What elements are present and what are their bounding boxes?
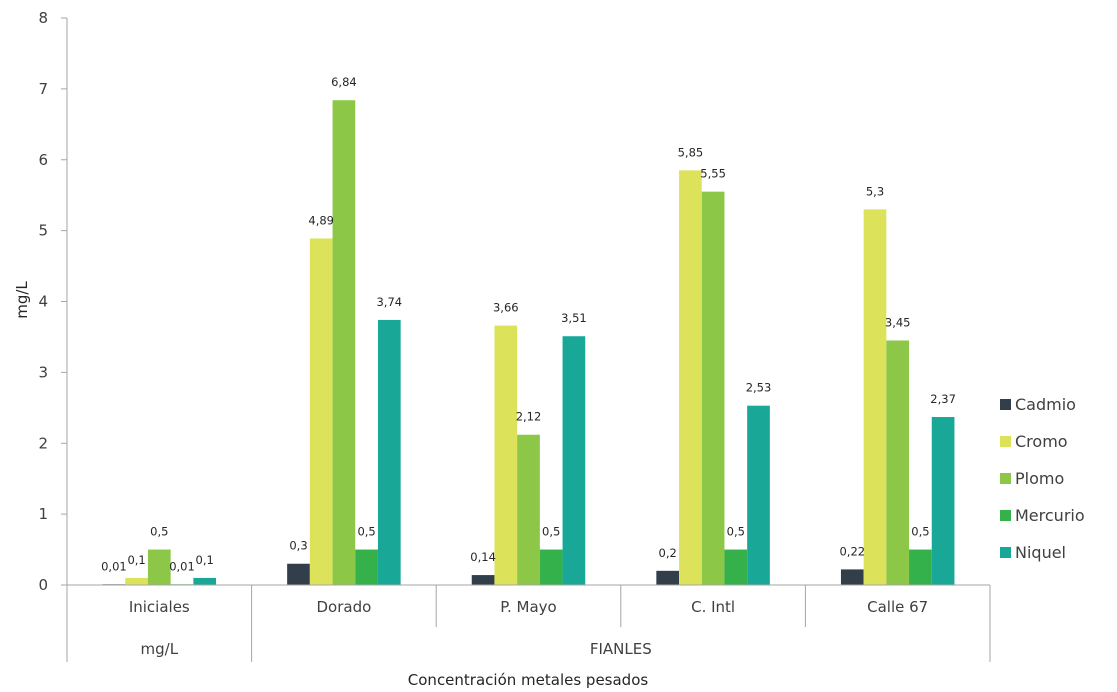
y-tick-label: 4 xyxy=(38,293,48,311)
x-group-label: FIANLES xyxy=(590,640,652,658)
x-tick-label: C. Intl xyxy=(691,598,735,616)
legend-swatch-cromo xyxy=(1000,436,1011,447)
bar-niquel xyxy=(193,577,217,585)
x-axis-title: Concentración metales pesados xyxy=(408,671,649,689)
data-label-cromo: 3,66 xyxy=(493,301,519,315)
bar-niquel xyxy=(747,405,770,585)
data-label-cromo: 0,1 xyxy=(127,553,145,567)
bar-niquel xyxy=(562,336,586,585)
data-label-plomo: 0,5 xyxy=(150,525,168,539)
bar-plomo xyxy=(886,340,910,585)
y-tick-label: 8 xyxy=(38,9,48,27)
x-tick-label: P. Mayo xyxy=(500,598,556,616)
data-label-cromo: 4,89 xyxy=(308,213,334,227)
data-label-mercurio: 0,5 xyxy=(727,525,745,539)
bar-plomo xyxy=(701,191,725,586)
data-label-mercurio: 0,5 xyxy=(911,525,929,539)
bar-plomo xyxy=(332,100,356,585)
y-tick-label: 7 xyxy=(38,80,48,98)
x-tick-label: Dorado xyxy=(317,598,372,616)
legend-swatch-niquel xyxy=(1000,547,1011,558)
legend-swatch-plomo xyxy=(1000,473,1011,484)
data-label-cadmio: 0,22 xyxy=(839,544,865,558)
y-tick-label: 3 xyxy=(38,363,48,381)
bar-plomo xyxy=(517,434,540,585)
bar-niquel xyxy=(377,319,401,585)
x-tick-label: Iniciales xyxy=(129,598,190,616)
data-label-cadmio: 0,14 xyxy=(470,550,496,564)
bar-cadmio xyxy=(840,569,864,585)
y-axis: 0 1 2 3 4 5 6 7 8 xyxy=(38,9,68,594)
data-label-plomo: 5,55 xyxy=(700,167,726,181)
bar-cadmio xyxy=(471,575,495,585)
data-label-niquel: 0,1 xyxy=(196,553,214,567)
bar-cromo xyxy=(125,577,148,585)
data-labels-layer: 0,01 0,10,50,01 0,10,34,896,840,53,740,143… xyxy=(101,75,956,573)
legend-swatch-cadmio xyxy=(1000,399,1011,410)
y-tick-label: 5 xyxy=(38,222,48,240)
legend-label-cromo: Cromo xyxy=(1015,432,1068,451)
bars-layer xyxy=(102,100,955,586)
bar-cromo xyxy=(679,170,702,585)
data-label-cadmio: 0,01 xyxy=(101,559,127,573)
data-label-niquel: 2,53 xyxy=(746,381,772,395)
legend: Cadmio Cromo Plomo Mercurio Niquel xyxy=(1000,395,1085,562)
data-label-plomo: 2,12 xyxy=(516,410,542,424)
legend-swatch-mercurio xyxy=(1000,510,1011,521)
bar-mercurio xyxy=(539,549,563,585)
bar-mercurio xyxy=(355,549,378,585)
data-label-plomo: 6,84 xyxy=(331,75,357,89)
bar-mercurio xyxy=(724,549,748,585)
y-tick-label: 6 xyxy=(38,151,48,169)
bar-cadmio xyxy=(656,570,680,585)
legend-label-cadmio: Cadmio xyxy=(1015,395,1076,414)
data-label-mercurio: 0,5 xyxy=(357,525,375,539)
data-label-mercurio: 0,01 xyxy=(169,559,195,573)
data-label-cromo: 5,85 xyxy=(678,145,704,159)
data-label-niquel: 2,37 xyxy=(930,392,956,406)
bar-mercurio xyxy=(909,549,932,585)
data-label-cromo: 5,3 xyxy=(866,184,884,198)
bar-niquel xyxy=(931,417,955,585)
data-label-niquel: 3,74 xyxy=(376,295,402,309)
bar-plomo xyxy=(147,549,171,585)
legend-label-plomo: Plomo xyxy=(1015,469,1064,488)
x-group-label: mg/L xyxy=(141,640,179,658)
data-label-cadmio: 0,3 xyxy=(289,539,307,553)
y-tick-label: 1 xyxy=(38,505,48,523)
legend-label-niquel: Niquel xyxy=(1015,543,1066,562)
y-tick-label: 2 xyxy=(38,434,48,452)
data-label-cadmio: 0,2 xyxy=(659,546,677,560)
y-tick-label: 0 xyxy=(38,576,48,594)
x-tick-label: Calle 67 xyxy=(867,598,928,616)
x-axis: Iniciales Dorado P. Mayo C. Intl Calle 67 mg/… xyxy=(66,584,991,662)
data-label-plomo: 3,45 xyxy=(885,315,911,329)
bar-cromo xyxy=(863,209,887,586)
data-label-niquel: 3,51 xyxy=(561,311,587,325)
bar-cromo xyxy=(309,238,333,585)
y-axis-title: mg/L xyxy=(13,281,31,319)
bar-cromo xyxy=(494,325,518,585)
data-label-mercurio: 0,5 xyxy=(542,525,560,539)
legend-label-mercurio: Mercurio xyxy=(1015,506,1085,525)
bar-cadmio xyxy=(287,563,310,585)
